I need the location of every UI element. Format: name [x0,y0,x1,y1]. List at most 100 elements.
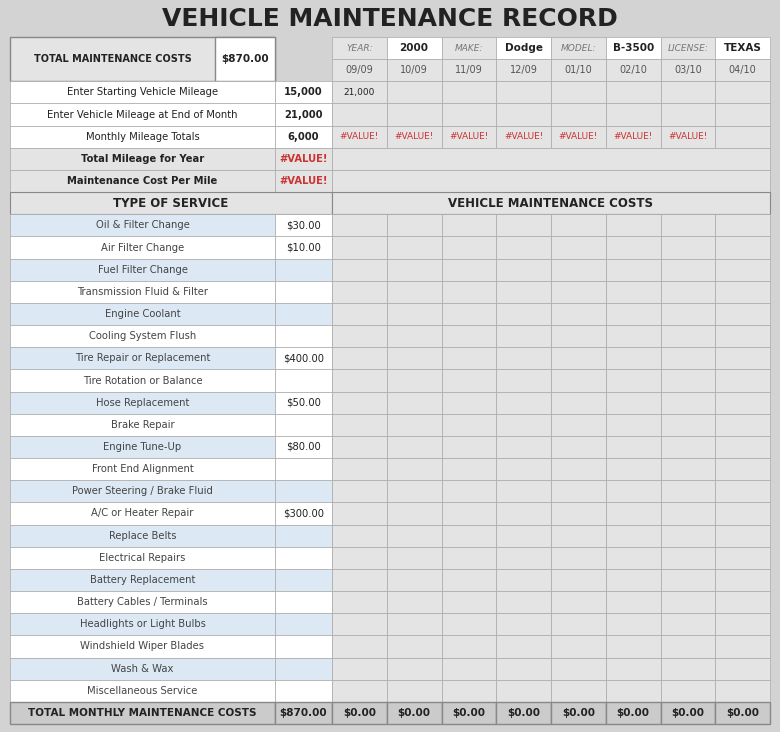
Bar [441,81,496,103]
Bar [496,81,551,103]
Bar [606,480,661,502]
Bar [441,569,496,591]
Bar [275,258,332,281]
Bar [387,303,441,325]
Bar [10,258,275,281]
Text: $300.00: $300.00 [283,509,324,518]
Bar [10,547,275,569]
Bar [551,525,606,547]
Bar [715,436,770,458]
Text: Fuel Filter Change: Fuel Filter Change [98,265,187,274]
Bar [387,37,441,59]
Text: Front End Alignment: Front End Alignment [91,464,193,474]
Bar [496,480,551,502]
Bar [441,392,496,414]
Bar [387,680,441,702]
Bar [332,414,387,436]
Bar [441,613,496,635]
Bar [551,126,606,148]
Bar [661,59,715,81]
Bar [661,370,715,392]
Bar [606,103,661,126]
Bar [441,680,496,702]
Bar [496,569,551,591]
Bar [275,81,332,103]
Bar [275,303,332,325]
Bar [387,258,441,281]
Bar [551,547,606,569]
Text: Tire Repair or Replacement: Tire Repair or Replacement [75,354,210,363]
Bar [715,480,770,502]
Text: Transmission Fluid & Filter: Transmission Fluid & Filter [77,287,208,297]
Bar [715,281,770,303]
Bar [275,126,332,148]
Bar [551,103,606,126]
Bar [10,702,275,724]
Bar [10,236,275,258]
Bar [275,569,332,591]
Bar [441,480,496,502]
Bar [715,591,770,613]
Text: 03/10: 03/10 [674,65,702,75]
Bar [661,635,715,657]
Text: Battery Replacement: Battery Replacement [90,575,195,585]
Bar [551,347,606,370]
Text: #VALUE!: #VALUE! [613,132,653,141]
Bar [441,347,496,370]
Bar [275,680,332,702]
Bar [10,502,275,525]
Bar [275,702,332,724]
Bar [551,37,606,59]
Bar [10,170,275,192]
Bar [332,480,387,502]
Text: Oil & Filter Change: Oil & Filter Change [96,220,190,231]
Bar [551,59,606,81]
Bar [606,258,661,281]
Bar [496,126,551,148]
Bar [496,347,551,370]
Bar [10,347,275,370]
Bar [715,59,770,81]
Bar [332,258,387,281]
Text: 01/10: 01/10 [565,65,592,75]
Bar [496,370,551,392]
Bar [10,657,275,680]
Bar [551,569,606,591]
Bar [606,547,661,569]
Text: $0.00: $0.00 [398,708,431,718]
Bar [496,236,551,258]
Bar [275,347,332,370]
Bar [275,502,332,525]
Bar [661,258,715,281]
Bar [606,325,661,347]
Bar [441,59,496,81]
Bar [715,347,770,370]
Text: $870.00: $870.00 [222,54,269,64]
Bar [10,81,275,103]
Bar [715,236,770,258]
Bar [10,281,275,303]
Bar [441,281,496,303]
Bar [332,392,387,414]
Text: 02/10: 02/10 [619,65,647,75]
Bar [551,591,606,613]
Bar [275,236,332,258]
Bar [441,436,496,458]
Bar [661,103,715,126]
Bar [496,59,551,81]
Bar [661,37,715,59]
Bar [441,414,496,436]
Bar [496,525,551,547]
Bar [496,37,551,59]
Text: Replace Belts: Replace Belts [108,531,176,541]
Text: 11/09: 11/09 [455,65,483,75]
Bar [332,635,387,657]
Bar [387,502,441,525]
Text: YEAR:: YEAR: [346,44,373,53]
Bar [496,258,551,281]
Bar [551,303,606,325]
Text: TEXAS: TEXAS [724,43,761,53]
Text: $30.00: $30.00 [286,220,321,231]
Bar [275,214,332,236]
Bar [441,37,496,59]
